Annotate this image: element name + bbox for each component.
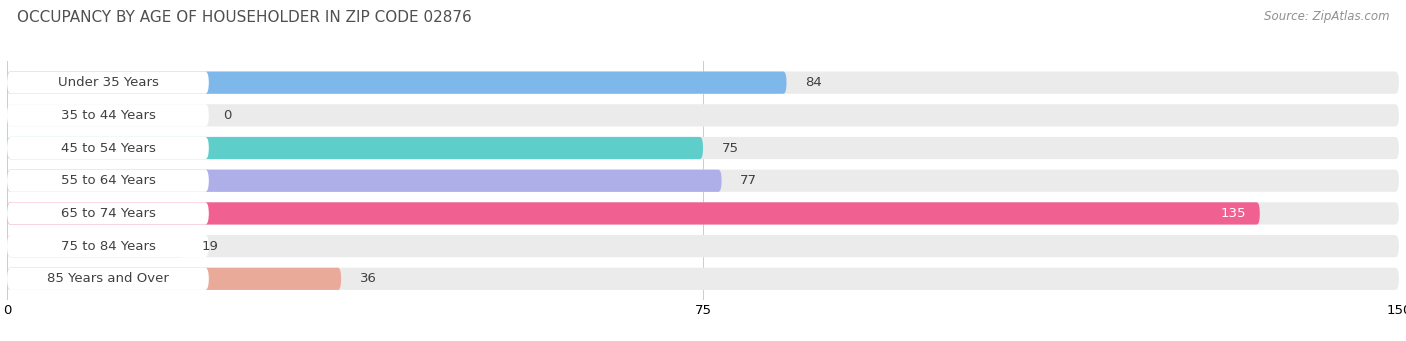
FancyBboxPatch shape [7, 137, 703, 159]
FancyBboxPatch shape [7, 202, 1260, 224]
FancyBboxPatch shape [7, 72, 1399, 94]
Text: 75: 75 [721, 142, 738, 154]
FancyBboxPatch shape [7, 72, 786, 94]
Text: 55 to 64 Years: 55 to 64 Years [60, 174, 156, 187]
Text: 36: 36 [360, 272, 377, 285]
Text: 75 to 84 Years: 75 to 84 Years [60, 240, 156, 253]
FancyBboxPatch shape [7, 169, 209, 192]
FancyBboxPatch shape [7, 268, 1399, 290]
Text: 35 to 44 Years: 35 to 44 Years [60, 109, 156, 122]
Text: 0: 0 [222, 109, 231, 122]
Text: 77: 77 [740, 174, 756, 187]
FancyBboxPatch shape [7, 104, 209, 127]
FancyBboxPatch shape [7, 235, 1399, 257]
Text: 84: 84 [806, 76, 823, 89]
Text: Source: ZipAtlas.com: Source: ZipAtlas.com [1264, 10, 1389, 23]
FancyBboxPatch shape [7, 202, 209, 224]
FancyBboxPatch shape [7, 235, 209, 257]
FancyBboxPatch shape [7, 137, 1399, 159]
FancyBboxPatch shape [7, 104, 1399, 127]
Text: 135: 135 [1220, 207, 1246, 220]
FancyBboxPatch shape [7, 268, 342, 290]
FancyBboxPatch shape [7, 268, 209, 290]
FancyBboxPatch shape [7, 72, 209, 94]
Text: 19: 19 [202, 240, 219, 253]
FancyBboxPatch shape [7, 169, 1399, 192]
FancyBboxPatch shape [7, 235, 183, 257]
FancyBboxPatch shape [7, 169, 721, 192]
Text: 45 to 54 Years: 45 to 54 Years [60, 142, 156, 154]
Text: Under 35 Years: Under 35 Years [58, 76, 159, 89]
FancyBboxPatch shape [7, 202, 1399, 224]
Text: 65 to 74 Years: 65 to 74 Years [60, 207, 156, 220]
Text: OCCUPANCY BY AGE OF HOUSEHOLDER IN ZIP CODE 02876: OCCUPANCY BY AGE OF HOUSEHOLDER IN ZIP C… [17, 10, 471, 25]
Text: 85 Years and Over: 85 Years and Over [46, 272, 169, 285]
FancyBboxPatch shape [7, 137, 209, 159]
